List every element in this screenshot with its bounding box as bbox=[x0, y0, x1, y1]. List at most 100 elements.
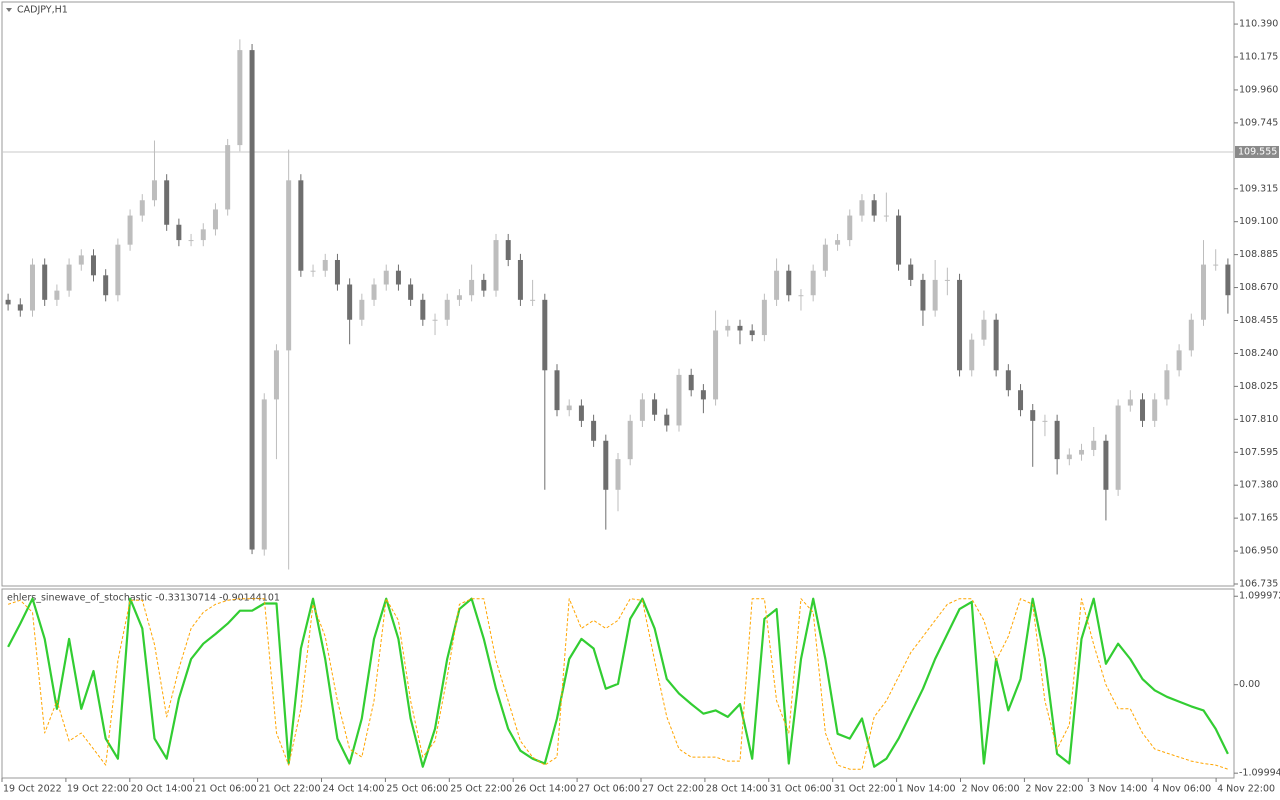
candle-body bbox=[286, 180, 292, 351]
candle-body bbox=[896, 215, 902, 265]
candle-body bbox=[566, 405, 572, 411]
candle-body bbox=[798, 295, 804, 297]
candle-body bbox=[554, 370, 560, 411]
x-tick-label: 2 Nov 22:00 bbox=[1025, 784, 1083, 795]
candle-body bbox=[664, 414, 670, 426]
candle-body bbox=[786, 270, 792, 296]
candle-body bbox=[1066, 454, 1072, 460]
candle-body bbox=[688, 374, 694, 391]
candle-body bbox=[54, 290, 60, 300]
candle-body bbox=[944, 279, 950, 281]
candle-body bbox=[371, 284, 377, 300]
candle-body bbox=[432, 319, 438, 321]
y-tick-label: 110.390 bbox=[1239, 19, 1278, 30]
y-tick-label: 109.315 bbox=[1239, 183, 1278, 194]
candle-body bbox=[1018, 390, 1024, 411]
candle-body bbox=[969, 339, 975, 371]
candle-body bbox=[920, 279, 926, 311]
x-tick-label: 24 Oct 14:00 bbox=[323, 784, 385, 795]
candle-body bbox=[1103, 440, 1109, 490]
candle-body bbox=[1188, 319, 1194, 351]
x-tick-label: 25 Oct 06:00 bbox=[386, 784, 448, 795]
candle-body bbox=[200, 229, 206, 241]
candle-body bbox=[822, 244, 828, 271]
y-tick-label: 107.595 bbox=[1239, 447, 1278, 458]
x-tick-label: 19 Oct 22:00 bbox=[67, 784, 129, 795]
candle-body bbox=[1152, 399, 1158, 421]
indicator-title: ehlers_sinewave_of_stochastic -0.3313071… bbox=[7, 593, 280, 604]
x-tick-label: 3 Nov 14:00 bbox=[1089, 784, 1147, 795]
candle-body bbox=[883, 215, 889, 217]
candle-body bbox=[164, 180, 170, 225]
candle-body bbox=[273, 350, 279, 400]
candle-body bbox=[1079, 449, 1085, 455]
candle-body bbox=[1213, 264, 1219, 266]
y-tick-label: 110.175 bbox=[1239, 51, 1278, 62]
candle-body bbox=[652, 399, 658, 415]
candle-body bbox=[103, 275, 109, 296]
candle-body bbox=[505, 240, 511, 260]
candle-body bbox=[737, 325, 743, 331]
y-tick-label: 107.380 bbox=[1239, 480, 1278, 491]
x-tick-label: 19 Oct 2022 bbox=[3, 784, 62, 795]
sinewave-line bbox=[7, 597, 1229, 768]
candle-body bbox=[188, 240, 194, 242]
candle-body bbox=[66, 264, 72, 291]
candle-body bbox=[603, 440, 609, 490]
candle-body bbox=[1054, 420, 1060, 460]
y-tick-label: 106.950 bbox=[1239, 546, 1278, 557]
candle-body bbox=[127, 215, 133, 245]
y-tick-label: 107.810 bbox=[1239, 414, 1278, 425]
candle-body bbox=[1005, 370, 1011, 391]
x-tick-label: 26 Oct 14:00 bbox=[514, 784, 576, 795]
candle-body bbox=[1127, 399, 1133, 406]
candle-body bbox=[700, 390, 706, 400]
x-tick-label: 20 Oct 14:00 bbox=[131, 784, 193, 795]
candle-body bbox=[810, 270, 816, 296]
candle-body bbox=[847, 215, 853, 241]
candle-body bbox=[298, 180, 304, 271]
y-tick-label: 108.240 bbox=[1239, 348, 1278, 359]
candle-body bbox=[334, 259, 340, 285]
x-tick-label: 4 Nov 22:00 bbox=[1217, 784, 1275, 795]
candle-body bbox=[859, 200, 865, 216]
candle-body bbox=[90, 255, 96, 276]
y-tick-label: -1.099948 bbox=[1239, 768, 1280, 779]
candle-body bbox=[517, 259, 523, 300]
candle-body bbox=[713, 330, 719, 400]
candle-body bbox=[151, 180, 157, 201]
x-tick-label: 21 Oct 06:00 bbox=[195, 784, 257, 795]
y-tick-label: 109.960 bbox=[1239, 84, 1278, 95]
candle-body bbox=[249, 50, 255, 550]
x-tick-label: 1 Nov 14:00 bbox=[898, 784, 956, 795]
candle-body bbox=[29, 264, 35, 311]
symbol-title: CADJPY,H1 bbox=[17, 5, 68, 16]
y-tick-label: 1.099972 bbox=[1239, 591, 1280, 602]
candle-body bbox=[1225, 264, 1231, 296]
candle-body bbox=[469, 279, 475, 296]
candle-body bbox=[322, 259, 328, 271]
candle-body bbox=[1164, 370, 1170, 400]
candle-body bbox=[578, 405, 584, 421]
candle-body bbox=[212, 209, 218, 230]
signal-line bbox=[7, 598, 1229, 770]
candle-body bbox=[17, 304, 23, 311]
x-tick-label: 27 Oct 22:00 bbox=[642, 784, 704, 795]
candle-body bbox=[1042, 420, 1048, 422]
candle-body bbox=[408, 284, 414, 300]
candle-body bbox=[359, 299, 365, 320]
collapse-arrow[interactable] bbox=[6, 8, 12, 12]
x-tick-label: 31 Oct 06:00 bbox=[770, 784, 832, 795]
y-tick-label: 0.00 bbox=[1239, 679, 1260, 690]
candle-body bbox=[908, 264, 914, 280]
candle-body bbox=[78, 255, 84, 265]
candle-body bbox=[1176, 350, 1182, 371]
y-tick-label: 108.670 bbox=[1239, 282, 1278, 293]
candle-body bbox=[1115, 405, 1121, 490]
y-tick-label: 106.735 bbox=[1239, 579, 1278, 590]
indicator-panel bbox=[1, 588, 1235, 779]
candle-body bbox=[237, 50, 243, 146]
candle-body bbox=[1201, 264, 1207, 320]
